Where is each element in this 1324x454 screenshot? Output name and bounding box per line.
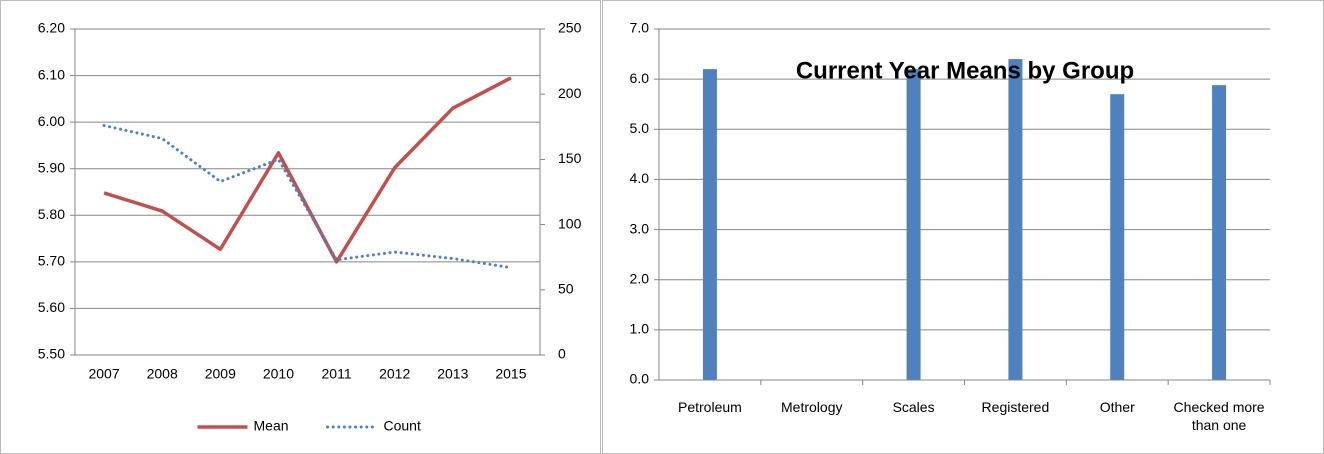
y-tick-label: 6.20 bbox=[38, 20, 65, 36]
y-tick-label: 5.0 bbox=[630, 120, 650, 136]
y2-tick-label: 50 bbox=[558, 281, 574, 297]
x-tick-label: Scales bbox=[892, 399, 935, 415]
series-line bbox=[102, 123, 513, 270]
bar bbox=[1212, 85, 1227, 380]
y2-tick-label: 150 bbox=[558, 150, 582, 166]
chart-title: Current Year Means by Group bbox=[796, 57, 1134, 84]
x-tick-label: 2007 bbox=[88, 366, 119, 382]
bar bbox=[1008, 59, 1023, 380]
y-tick-label: 4.0 bbox=[630, 170, 650, 186]
y-tick-label: 6.0 bbox=[630, 70, 650, 86]
x-tick-label: 2012 bbox=[379, 366, 410, 382]
y2-tick-label: 100 bbox=[558, 215, 582, 231]
x-tick-label: Petroleum bbox=[678, 399, 742, 415]
bar bbox=[1110, 94, 1125, 380]
x-tick-label: 2008 bbox=[147, 366, 178, 382]
y-tick-label: 5.60 bbox=[38, 299, 65, 315]
legend-label: Count bbox=[384, 418, 421, 434]
x-tick-label: Other bbox=[1099, 399, 1135, 415]
y2-tick-label: 250 bbox=[558, 20, 582, 36]
y-tick-label: 5.70 bbox=[38, 253, 65, 269]
x-tick-label: Metrology bbox=[781, 399, 843, 415]
x-tick-label: 2010 bbox=[263, 366, 294, 382]
y-tick-label: 6.10 bbox=[38, 66, 65, 82]
y-tick-label: 5.80 bbox=[38, 206, 65, 222]
bar bbox=[702, 69, 717, 380]
y-tick-label: 6.00 bbox=[38, 113, 65, 129]
y-tick-label: 3.0 bbox=[630, 220, 650, 236]
x-tick-label: 2013 bbox=[437, 366, 468, 382]
y-tick-label: 5.50 bbox=[38, 346, 65, 362]
x-tick-label: 2009 bbox=[205, 366, 236, 382]
x-tick-label: 2011 bbox=[322, 366, 352, 382]
x-tick-label: Registered bbox=[981, 399, 1050, 415]
x-tick-label: 2015 bbox=[495, 366, 526, 382]
series-line bbox=[103, 76, 512, 264]
y-tick-label: 0.0 bbox=[630, 371, 650, 387]
y-tick-label: 1.0 bbox=[630, 321, 650, 337]
y-tick-label: 5.90 bbox=[38, 159, 65, 175]
y2-tick-label: 200 bbox=[558, 85, 582, 101]
y-tick-label: 2.0 bbox=[630, 270, 650, 286]
x-tick-label: Checked more than one bbox=[1173, 399, 1265, 433]
y-tick-label: 7.0 bbox=[630, 20, 650, 36]
legend-label: Mean bbox=[254, 418, 289, 434]
y2-tick-label: 0 bbox=[558, 346, 566, 362]
left-panel-border bbox=[0, 0, 601, 454]
bar bbox=[906, 69, 921, 380]
